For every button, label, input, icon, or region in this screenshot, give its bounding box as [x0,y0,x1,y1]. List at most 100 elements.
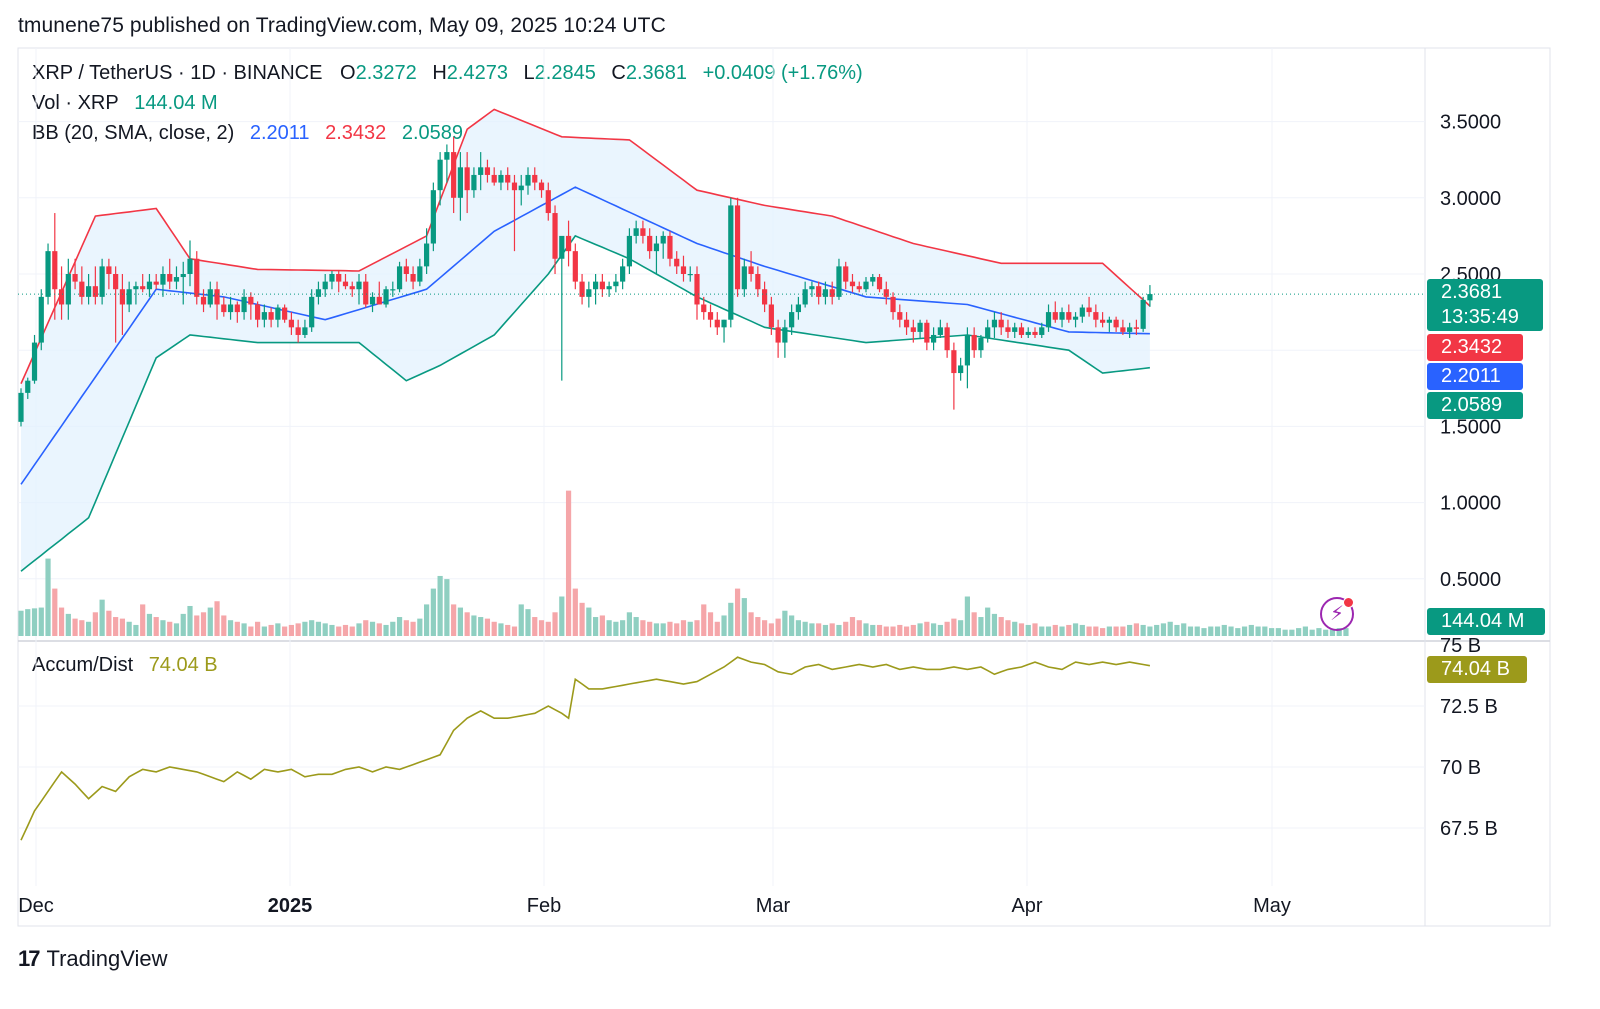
bb-label[interactable]: BB (20, SMA, close, 2) [32,122,235,144]
volume-bar [342,624,349,636]
candle-body [552,213,558,259]
candle-body [444,152,450,160]
candle-body [194,258,200,297]
volume-bar [106,610,112,636]
volume-bar [18,610,24,636]
x-tick-label: Mar [756,895,791,917]
candle-body [538,182,545,191]
volume-bar [1072,623,1079,636]
candle-body [998,319,1004,328]
volume-bar [843,621,849,636]
volume-bar [356,623,362,636]
candle-body [1018,327,1025,335]
candle-body [417,266,423,282]
volume-bar [978,617,984,636]
candle-body [248,296,254,305]
volume-bar [1133,623,1139,636]
candle-body [173,277,180,282]
volume-bar [741,598,747,636]
volume-bar [255,621,261,636]
lightning-icon[interactable]: ⚡ [1320,597,1354,631]
volume-bar [1005,620,1011,636]
ad-tick-label: 67.5 B [1440,818,1498,840]
volume-legend: Vol · XRP 144.04 M [32,92,222,115]
chart-frame [17,47,1551,927]
candle-body [944,327,950,351]
symbol-name[interactable]: XRP / TetherUS · 1D · BINANCE [32,62,323,84]
volume-bar [552,612,558,636]
volume-bar [687,621,693,636]
volume-bar [1018,623,1025,636]
price-tick-label: 1.5000 [1440,416,1501,438]
candle-body [978,338,984,351]
candle-body [917,322,923,332]
volume-bar [924,621,930,636]
candle-body [680,266,687,274]
candle-body [113,274,119,290]
ad-line [20,656,1151,841]
volume-bar [1181,623,1187,636]
candle-body [424,243,430,267]
candle-body [701,304,707,313]
candle-body [964,334,970,366]
candle-body [755,274,761,290]
volume-bar [816,623,822,636]
candle-body [667,235,673,259]
volume-bar [633,617,639,636]
candle-body [721,319,727,328]
volume-bar [876,624,883,636]
volume-bar [113,617,119,636]
candle-body [214,289,220,305]
volume-bar [1045,626,1052,636]
volume-bar [620,620,626,636]
volume-bar [674,623,680,636]
volume-bar [1086,626,1092,636]
candle-body [241,296,247,313]
volume-bar [1289,629,1295,636]
candle-body [1086,307,1092,313]
volume-bar [829,623,835,636]
volume-bar [1140,624,1146,636]
candle-body [525,174,531,186]
candle-body [484,167,491,175]
volume-bar [383,624,389,636]
tradingview-logo[interactable]: 17 TradingView [18,946,168,972]
volume-bar [1336,628,1342,636]
volume-bar [728,602,734,636]
ad-label[interactable]: Accum/Dist [32,654,134,676]
volume-bar [1262,626,1268,636]
candle-body [863,281,869,290]
candle-body [1045,312,1052,328]
candle-body [187,258,193,274]
bb-band-fill [21,109,1150,572]
volume-bar [931,623,937,636]
candle-body [167,274,173,282]
candle-body [545,190,551,214]
candle-body [876,277,883,290]
volume-bar [349,626,355,636]
candle-body [782,327,788,343]
candle-body [626,235,632,267]
volume-bar [809,623,815,636]
volume-label[interactable]: Vol · XRP [32,92,119,114]
volume-bar [863,623,869,636]
volume-bar [1275,628,1281,636]
volume-bar [775,618,781,636]
candle-body [849,281,856,287]
volume-bar [1147,626,1153,636]
candle-body [789,312,795,328]
candle-body [829,289,835,297]
brand-name: TradingView [46,946,168,971]
volume-bar [146,613,153,636]
bb-upper-line [20,108,1151,385]
volume-bar [1201,628,1207,636]
candle-body [748,266,754,274]
volume-bar [99,599,105,636]
open-label: O [340,62,356,84]
volume-bar [1241,626,1248,636]
volume-bar [782,610,788,636]
volume-bar [985,607,991,636]
volume-value: 144.04 M [134,92,218,114]
volume-bar [1079,624,1085,636]
